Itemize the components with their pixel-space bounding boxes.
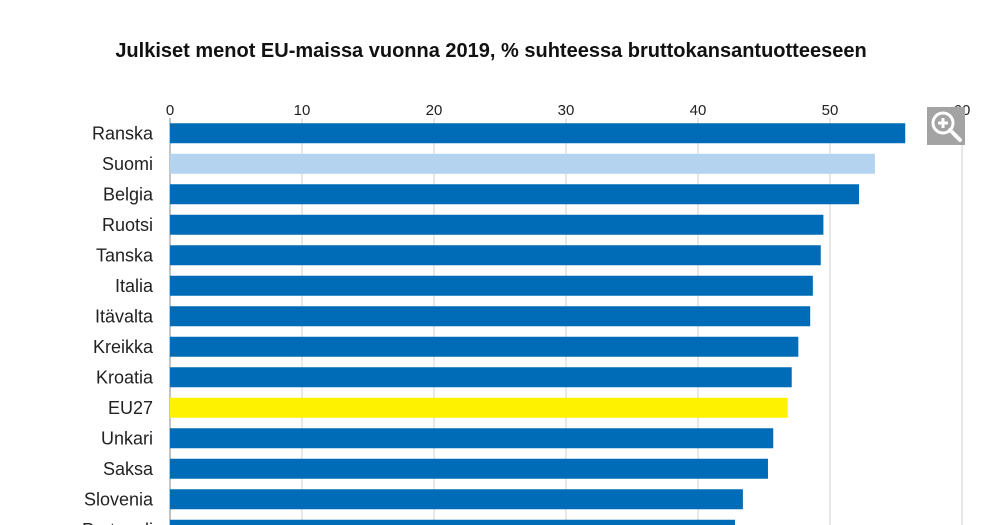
x-tick-label: 0: [166, 102, 174, 119]
category-label: Suomi: [102, 154, 153, 174]
chart-title: Julkiset menot EU-maissa vuonna 2019, % …: [115, 40, 867, 62]
category-label: Kroatia: [96, 367, 154, 387]
x-tick-label: 30: [558, 102, 575, 119]
bar-unkari: [170, 428, 774, 449]
category-label: Ranska: [92, 123, 154, 143]
x-tick-label: 50: [822, 102, 839, 119]
category-label: Belgia: [103, 184, 154, 204]
category-label: Itävalta: [95, 306, 154, 326]
category-label: EU27: [108, 398, 153, 418]
bar-kroatia: [170, 367, 792, 388]
zoom-in-icon: [931, 111, 962, 142]
bar-ruotsi: [170, 214, 824, 235]
category-label: Ruotsi: [102, 215, 153, 235]
category-label: Slovenia: [84, 489, 154, 509]
x-tick-label: 20: [426, 102, 443, 119]
bar-ranska: [170, 123, 906, 144]
bar-italia: [170, 275, 813, 296]
bar-slovenia: [170, 489, 743, 510]
category-label: Tanska: [96, 245, 154, 265]
bar-eu27: [170, 397, 788, 418]
category-label: Kreikka: [93, 337, 154, 357]
bar-belgia: [170, 184, 860, 205]
category-label: Italia: [115, 276, 154, 296]
category-label: Portugali: [82, 520, 153, 525]
x-tick-label: 40: [690, 102, 707, 119]
zoom-in-button[interactable]: [927, 107, 965, 145]
bar-tanska: [170, 245, 821, 266]
category-label: Unkari: [101, 428, 153, 448]
bar-suomi: [170, 153, 875, 174]
x-tick-label: 10: [294, 102, 311, 119]
bar-itävalta: [170, 306, 811, 327]
category-label: Saksa: [103, 459, 154, 479]
bar-kreikka: [170, 336, 799, 357]
bar-saksa: [170, 458, 768, 479]
bar-portugali: [170, 519, 735, 525]
